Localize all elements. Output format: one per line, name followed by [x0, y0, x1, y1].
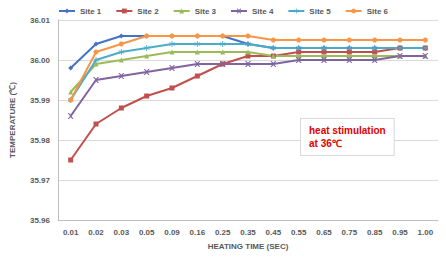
- svg-text:35.99: 35.99: [30, 96, 51, 105]
- svg-text:Site 1: Site 1: [80, 7, 102, 16]
- svg-text:Site 2: Site 2: [137, 7, 159, 16]
- svg-text:36.01: 36.01: [30, 16, 51, 25]
- svg-text:0.16: 0.16: [190, 228, 206, 237]
- svg-text:35.98: 35.98: [30, 136, 51, 145]
- svg-text:0.35: 0.35: [240, 228, 256, 237]
- svg-text:Site 3: Site 3: [195, 7, 217, 16]
- svg-text:35.97: 35.97: [30, 176, 51, 185]
- svg-text:Site 6: Site 6: [367, 7, 389, 16]
- svg-text:35.96: 35.96: [30, 216, 51, 225]
- svg-text:0.09: 0.09: [164, 228, 180, 237]
- svg-text:0.45: 0.45: [266, 228, 282, 237]
- svg-text:Site 4: Site 4: [252, 7, 274, 16]
- svg-text:0.01: 0.01: [63, 228, 79, 237]
- svg-text:0.03: 0.03: [114, 228, 130, 237]
- svg-text:heat stimulation: heat stimulation: [309, 125, 386, 136]
- svg-text:0.05: 0.05: [139, 228, 155, 237]
- svg-text:36.00: 36.00: [30, 56, 51, 65]
- svg-text:0.75: 0.75: [342, 228, 358, 237]
- svg-text:Site 5: Site 5: [309, 7, 331, 16]
- svg-text:0.02: 0.02: [88, 228, 104, 237]
- svg-text:HEATING TIME (SEC): HEATING TIME (SEC): [208, 242, 289, 251]
- svg-text:0.85: 0.85: [367, 228, 383, 237]
- svg-text:TEMPERATURE (℃): TEMPERATURE (℃): [8, 82, 17, 158]
- svg-text:1.00: 1.00: [418, 228, 434, 237]
- svg-text:0.65: 0.65: [316, 228, 332, 237]
- svg-text:0.95: 0.95: [392, 228, 408, 237]
- svg-text:0.25: 0.25: [215, 228, 231, 237]
- svg-text:at 36℃: at 36℃: [309, 138, 342, 149]
- svg-text:0.55: 0.55: [291, 228, 307, 237]
